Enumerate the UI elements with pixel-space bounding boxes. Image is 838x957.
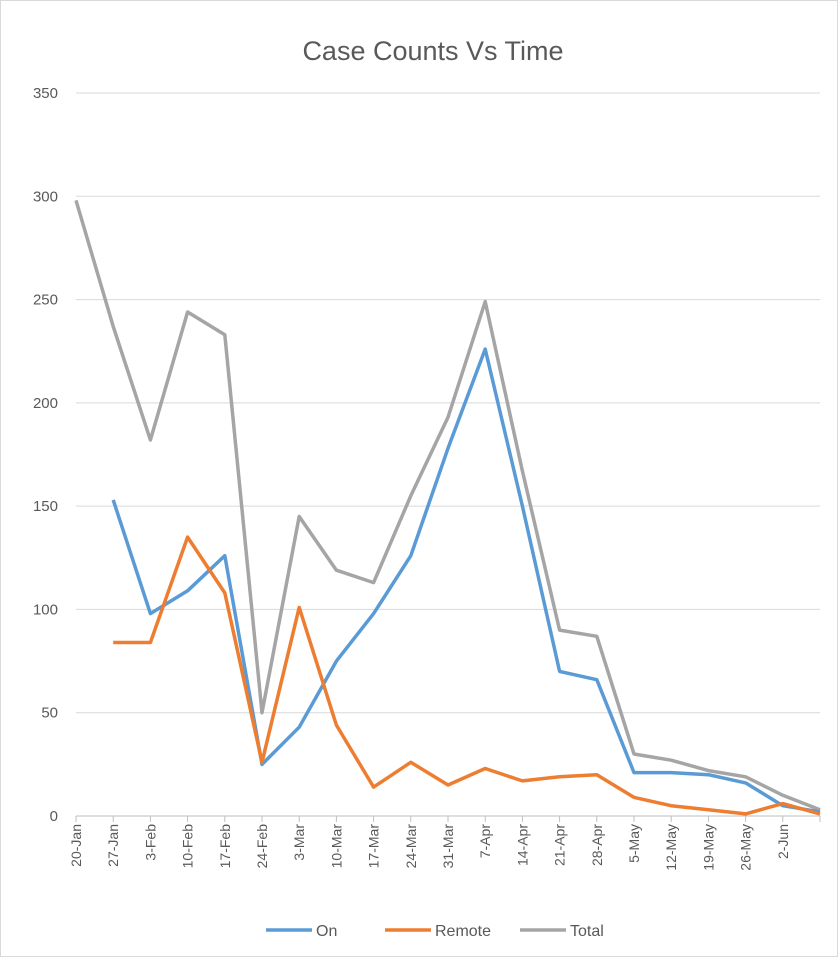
y-tick-label: 200 [33, 395, 58, 412]
x-tick-label: 10-Mar [328, 824, 344, 869]
series-lines [74, 199, 821, 816]
x-tick-label: 19-May [700, 824, 716, 871]
gridlines [76, 92, 820, 714]
x-tick-label: 3-Mar [291, 824, 307, 861]
y-tick-label: 100 [33, 601, 58, 618]
x-tick-label: 3-Feb [142, 824, 158, 861]
x-tick-label: 28-Apr [589, 824, 605, 866]
y-tick-label: 150 [33, 498, 58, 515]
y-tick-label: 250 [33, 292, 58, 309]
series-line-total [74, 199, 821, 812]
x-tick-label: 17-Mar [366, 824, 382, 869]
y-tick-label: 0 [50, 808, 58, 825]
x-tick-label: 31-Mar [440, 824, 456, 869]
x-axis [75, 815, 821, 822]
x-tick-label: 2-Jun [775, 824, 791, 859]
x-tick-label: 10-Feb [180, 824, 196, 869]
x-axis-tick-labels: 20-Jan 27-Jan 3-Feb 10-Feb 17-Feb 24-Feb 3-Mar… [68, 824, 791, 871]
chart-title: Case Counts Vs Time [302, 36, 563, 66]
legend: On Remote Total [266, 923, 604, 940]
x-tick-label: 24-Feb [254, 824, 270, 869]
series-line-remote [113, 535, 821, 816]
x-tick-label: 14-Apr [514, 824, 530, 866]
series-line-on [111, 347, 821, 814]
y-tick-label: 50 [41, 705, 58, 722]
legend-label-total: Total [570, 923, 604, 940]
x-tick-label: 17-Feb [217, 824, 233, 869]
y-axis-tick-labels: 0 50 100 150 200 250 300 350 [33, 85, 58, 825]
x-tick-label: 27-Jan [105, 824, 121, 867]
x-tick-label: 20-Jan [68, 824, 84, 867]
legend-label-on: On [316, 923, 337, 940]
x-tick-label: 26-May [738, 824, 754, 871]
legend-label-remote: Remote [435, 923, 491, 940]
y-tick-label: 300 [33, 188, 58, 205]
y-tick-label: 350 [33, 85, 58, 102]
x-tick-label: 5-May [626, 824, 642, 863]
x-tick-label: 21-Apr [552, 824, 568, 866]
x-tick-label: 24-Mar [403, 824, 419, 869]
x-tick-label: 7-Apr [477, 824, 493, 859]
x-tick-label: 12-May [663, 824, 679, 871]
